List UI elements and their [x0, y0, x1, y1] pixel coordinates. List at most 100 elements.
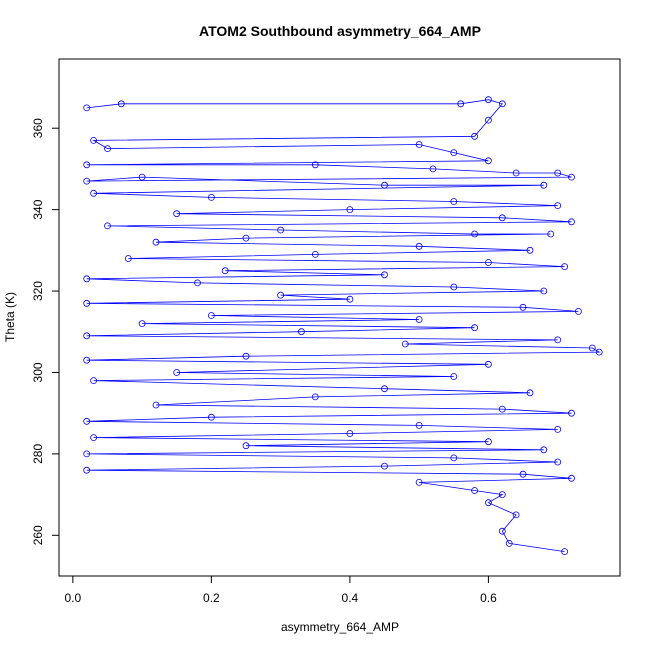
data-point: [381, 181, 388, 189]
data-point: [554, 336, 562, 344]
data-point: [588, 344, 596, 352]
y-tick-label: 280: [31, 444, 45, 464]
data-point: [568, 173, 575, 181]
data-point: [498, 527, 506, 535]
data-point: [83, 450, 91, 458]
data-point: [90, 189, 97, 197]
data-point: [104, 145, 111, 153]
data-point: [311, 250, 319, 258]
data-point: [484, 96, 492, 104]
data-point: [83, 466, 91, 474]
x-tick-label: 0.2: [203, 591, 220, 605]
data-point: [297, 328, 305, 336]
data-point: [554, 425, 562, 433]
data-point: [90, 377, 97, 385]
data-point: [415, 316, 423, 323]
x-tick-label: 0.0: [65, 591, 82, 605]
data-point: [498, 100, 506, 108]
data-point: [207, 312, 215, 319]
data-point: [207, 413, 215, 421]
y-tick-label: 360: [31, 118, 45, 138]
data-point: [346, 295, 354, 303]
data-point: [242, 234, 250, 242]
x-axis: 0.0 0.2 0.4 0.6: [65, 575, 497, 605]
data-point: [415, 141, 423, 148]
data-point: [471, 132, 479, 140]
data-point: [450, 283, 458, 291]
data-point: [484, 360, 492, 368]
data-point: [277, 291, 285, 299]
data-point: [498, 214, 506, 222]
data-point: [415, 421, 423, 429]
data-point: [124, 255, 132, 262]
data-point: [519, 470, 527, 478]
data-point: [194, 279, 201, 287]
y-tick-label: 320: [31, 281, 45, 301]
data-point: [242, 352, 250, 360]
data-point: [512, 511, 520, 519]
data-point: [457, 100, 465, 108]
data-point: [138, 320, 146, 328]
data-point: [450, 198, 458, 205]
data-point: [498, 491, 506, 499]
data-point: [173, 210, 181, 218]
data-point: [519, 303, 527, 311]
data-point: [484, 499, 492, 507]
data-point: [381, 271, 388, 279]
y-axis: 260 280 300 320 340 360: [31, 118, 60, 545]
data-layer: [83, 96, 603, 555]
data-point: [540, 181, 548, 189]
data-point: [83, 104, 91, 112]
data-point: [547, 230, 555, 238]
data-point: [484, 438, 492, 446]
data-point: [83, 299, 91, 307]
data-point: [83, 177, 91, 185]
y-tick-label: 340: [31, 199, 45, 219]
data-point: [561, 263, 568, 271]
data-point: [381, 385, 388, 393]
data-point: [450, 149, 458, 157]
data-point: [575, 307, 582, 315]
data-point: [471, 230, 479, 238]
data-point: [568, 218, 575, 226]
data-point: [346, 206, 354, 214]
data-point: [595, 348, 603, 356]
x-tick-label: 0.6: [480, 591, 497, 605]
data-point: [471, 487, 479, 494]
data-point: [104, 222, 111, 230]
data-point: [346, 430, 354, 437]
chart-title: ATOM2 Southbound asymmetry_664_AMP: [199, 23, 481, 39]
data-point: [117, 100, 125, 108]
data-point: [512, 169, 520, 177]
data-point: [152, 238, 160, 246]
data-point: [484, 259, 492, 266]
data-point: [83, 161, 91, 169]
data-point: [83, 332, 91, 340]
data-point: [90, 434, 97, 442]
data-point: [568, 409, 575, 417]
data-point: [83, 417, 91, 425]
data-point: [138, 173, 146, 181]
data-point: [242, 442, 250, 450]
data-point: [498, 405, 506, 413]
data-point: [221, 267, 229, 275]
data-point: [540, 446, 548, 454]
data-point: [526, 246, 534, 254]
data-point: [401, 340, 409, 348]
data-point: [152, 401, 160, 409]
data-point: [505, 540, 513, 547]
y-axis-label: Theta (K): [3, 292, 17, 342]
data-point: [484, 157, 492, 165]
data-point: [568, 474, 575, 482]
data-point: [554, 169, 562, 177]
data-point: [526, 389, 534, 397]
data-point: [90, 136, 97, 144]
series-line: [86, 99, 601, 552]
data-point: [311, 393, 319, 401]
data-point: [450, 454, 458, 462]
data-point: [540, 287, 548, 295]
data-point: [554, 202, 562, 210]
data-point: [311, 161, 319, 169]
data-point: [381, 462, 388, 470]
